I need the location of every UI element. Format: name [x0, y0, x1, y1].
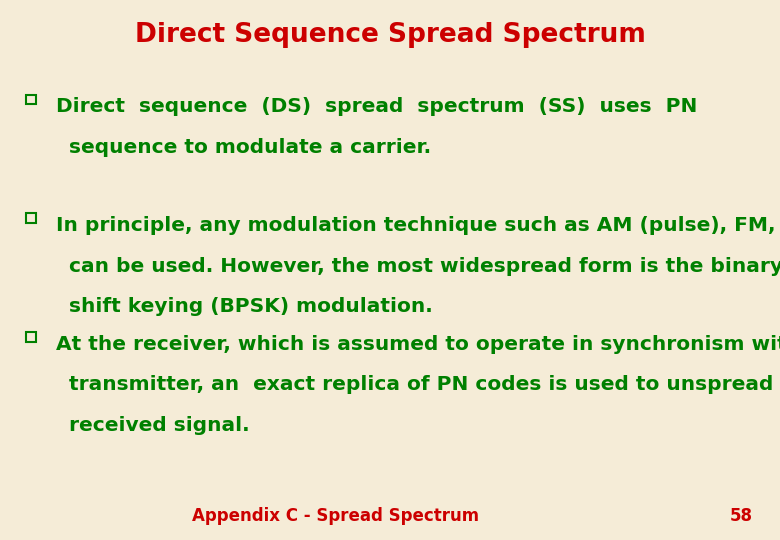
Text: transmitter, an  exact replica of PN codes is used to unspread the: transmitter, an exact replica of PN code… [69, 375, 780, 394]
Text: 58: 58 [730, 507, 753, 525]
Text: received signal.: received signal. [69, 416, 250, 435]
Text: At the receiver, which is assumed to operate in synchronism with the: At the receiver, which is assumed to ope… [56, 335, 780, 354]
Text: shift keying (BPSK) modulation.: shift keying (BPSK) modulation. [69, 297, 432, 316]
Text: sequence to modulate a carrier.: sequence to modulate a carrier. [69, 138, 431, 157]
Text: Direct  sequence  (DS)  spread  spectrum  (SS)  uses  PN: Direct sequence (DS) spread spectrum (SS… [56, 97, 697, 116]
Text: Appendix C - Spread Spectrum: Appendix C - Spread Spectrum [192, 507, 479, 525]
Text: In principle, any modulation technique such as AM (pulse), FM, or PM: In principle, any modulation technique s… [56, 216, 780, 235]
Text: can be used. However, the most widespread form is the binary phase: can be used. However, the most widesprea… [69, 256, 780, 275]
Text: Direct Sequence Spread Spectrum: Direct Sequence Spread Spectrum [135, 22, 645, 48]
